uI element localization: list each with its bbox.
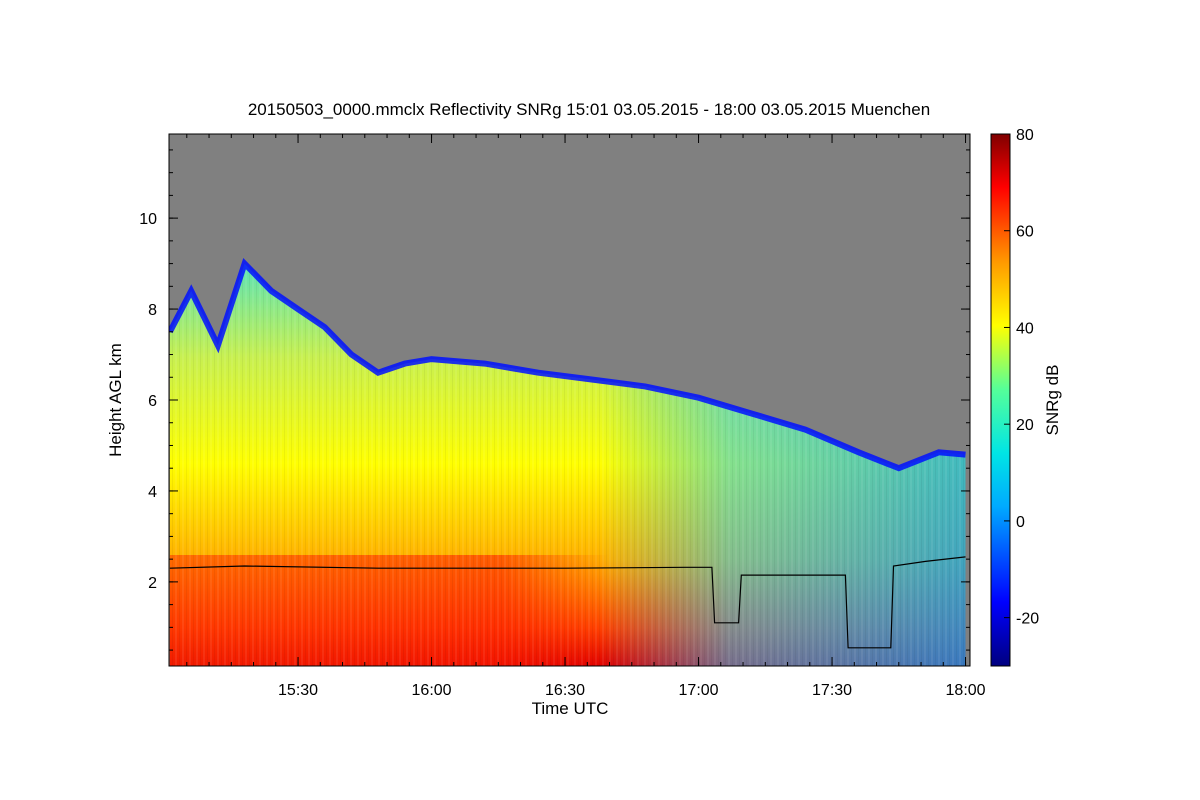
x-tick-label: 16:30 [545, 682, 585, 699]
colorbar-tick-label: 80 [1016, 127, 1034, 144]
chart-title: 20150503_0000.mmclx Reflectivity SNRg 15… [248, 100, 930, 119]
secondary-series-line [169, 556, 966, 649]
colorbar-tick-label: 40 [1016, 320, 1034, 337]
y-tick-label: 2 [148, 575, 157, 592]
colorbar-tick-label: 20 [1016, 417, 1034, 434]
x-tick-label: 15:30 [278, 682, 318, 699]
x-axis-label: Time UTC [532, 699, 609, 718]
colorbar-label: SNRg dB [1043, 365, 1062, 436]
y-axis-label: Height AGL km [106, 343, 125, 457]
colorbar [990, 133, 1011, 667]
cloud-top-outline [169, 257, 966, 472]
colorbar-tick-label: 60 [1016, 224, 1034, 241]
y-tick-label: 4 [148, 484, 157, 501]
x-tick-label: 16:00 [412, 682, 452, 699]
x-axis: 15:30 16:00 16:30 17:00 17:30 18:00 [186, 134, 986, 699]
x-tick-label: 17:30 [812, 682, 852, 699]
y-tick-label: 6 [148, 393, 157, 410]
y-tick-label: 8 [148, 302, 157, 319]
colorbar-tick-label: 0 [1016, 514, 1025, 531]
y-tick-label: 10 [139, 211, 157, 228]
colorbar-axis: -20 0 20 40 60 80 [1004, 127, 1039, 628]
x-tick-label: 18:00 [946, 682, 986, 699]
y-axis: 2 4 6 8 10 [139, 149, 970, 651]
x-tick-label: 17:00 [679, 682, 719, 699]
colorbar-tick-label: -20 [1016, 611, 1039, 628]
